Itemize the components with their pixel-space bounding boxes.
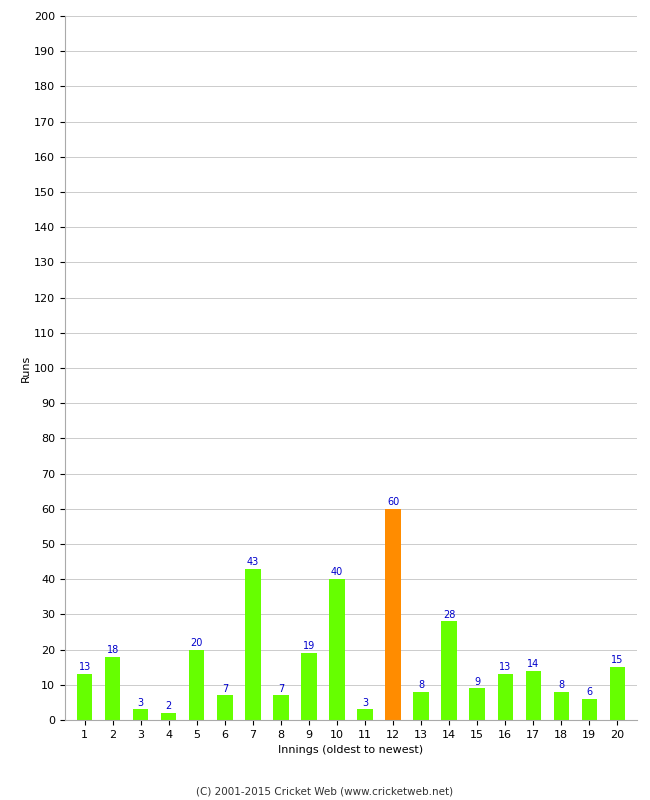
- Bar: [105, 657, 120, 720]
- Text: 7: 7: [278, 683, 284, 694]
- Bar: [469, 688, 485, 720]
- Bar: [582, 699, 597, 720]
- Bar: [413, 692, 429, 720]
- Text: 7: 7: [222, 683, 228, 694]
- Bar: [330, 579, 344, 720]
- Bar: [385, 509, 401, 720]
- Bar: [245, 569, 261, 720]
- Text: 60: 60: [387, 497, 399, 507]
- Text: 20: 20: [190, 638, 203, 648]
- Bar: [133, 710, 148, 720]
- Text: 13: 13: [79, 662, 91, 673]
- Text: 9: 9: [474, 677, 480, 686]
- Bar: [301, 653, 317, 720]
- Text: 18: 18: [107, 645, 119, 655]
- Text: 13: 13: [499, 662, 512, 673]
- Text: 6: 6: [586, 687, 592, 697]
- Text: (C) 2001-2015 Cricket Web (www.cricketweb.net): (C) 2001-2015 Cricket Web (www.cricketwe…: [196, 786, 454, 796]
- Text: 40: 40: [331, 567, 343, 578]
- Text: 2: 2: [166, 701, 172, 711]
- Y-axis label: Runs: Runs: [21, 354, 31, 382]
- Bar: [358, 710, 372, 720]
- Bar: [497, 674, 513, 720]
- Text: 8: 8: [558, 680, 564, 690]
- Text: 19: 19: [303, 642, 315, 651]
- Bar: [189, 650, 205, 720]
- Bar: [161, 713, 176, 720]
- Text: 43: 43: [247, 557, 259, 567]
- Text: 8: 8: [418, 680, 424, 690]
- Bar: [217, 695, 233, 720]
- X-axis label: Innings (oldest to newest): Innings (oldest to newest): [278, 746, 424, 755]
- Text: 3: 3: [138, 698, 144, 708]
- Text: 3: 3: [362, 698, 368, 708]
- Text: 15: 15: [611, 655, 623, 666]
- Text: 28: 28: [443, 610, 455, 620]
- Bar: [526, 670, 541, 720]
- Bar: [77, 674, 92, 720]
- Bar: [273, 695, 289, 720]
- Bar: [554, 692, 569, 720]
- Text: 14: 14: [527, 659, 540, 669]
- Bar: [610, 667, 625, 720]
- Bar: [441, 622, 457, 720]
